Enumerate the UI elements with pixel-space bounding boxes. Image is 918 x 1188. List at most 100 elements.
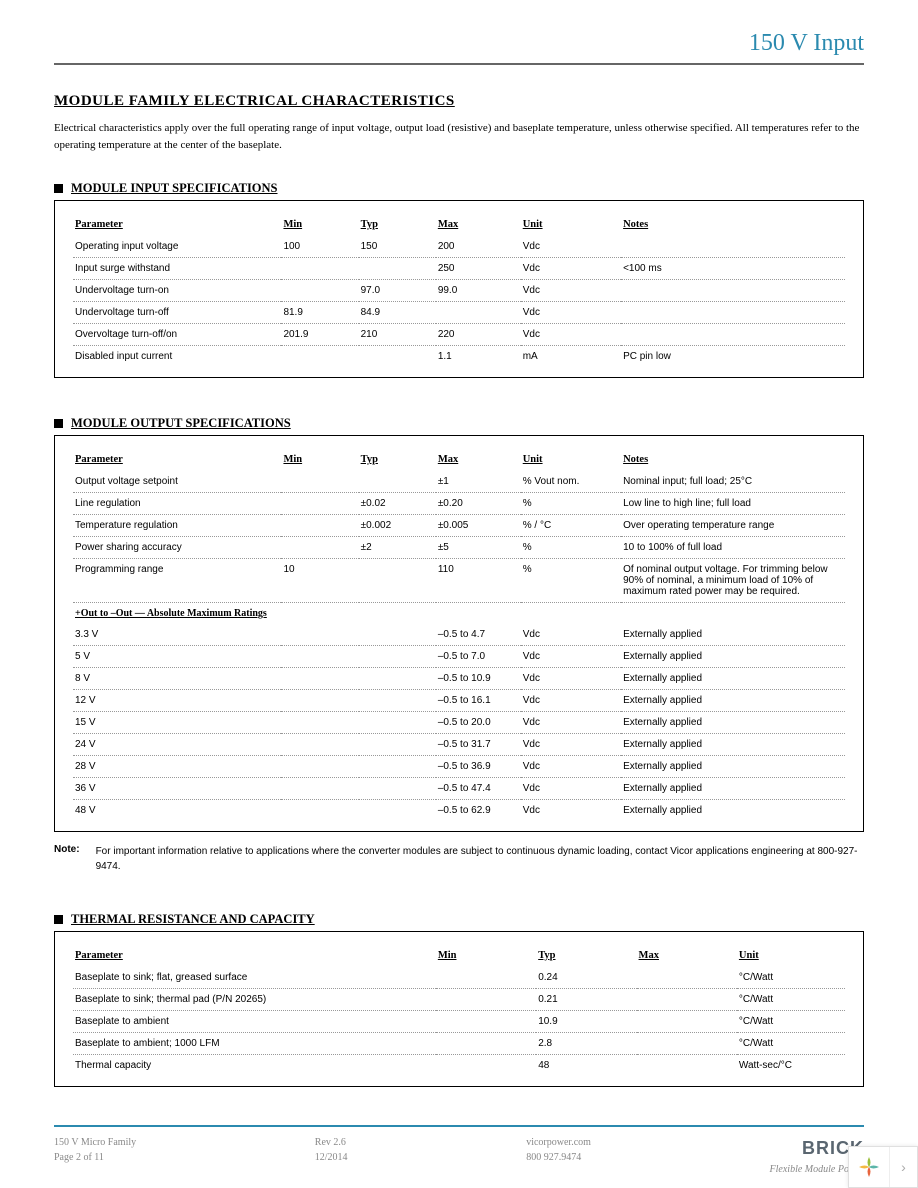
footer-col-left: 150 V Micro Family Page 2 of 11	[54, 1135, 136, 1177]
cell-notes: <100 ms	[621, 258, 845, 280]
square-bullet-icon	[54, 915, 63, 924]
cell-max: –0.5 to 62.9	[436, 800, 521, 822]
cell-p: Temperature regulation	[73, 515, 281, 537]
col-min: Min	[281, 215, 358, 236]
col-typ: Typ	[536, 946, 636, 967]
cell-p: 12 V	[73, 690, 281, 712]
cell-min	[436, 967, 536, 989]
cell-max	[637, 967, 737, 989]
cell-notes: Externally applied	[621, 756, 845, 778]
table-row: 3.3 V–0.5 to 4.7VdcExternally applied	[73, 624, 845, 646]
footer-col-rev: Rev 2.6 12/2014	[315, 1135, 348, 1177]
cell-p: 8 V	[73, 668, 281, 690]
footer-page-number: Page 2 of 11	[54, 1150, 136, 1165]
cell-min: 201.9	[281, 324, 358, 346]
col-max: Max	[436, 450, 521, 471]
cell-min: 81.9	[281, 302, 358, 324]
cell-blank	[281, 646, 358, 668]
table-row: Baseplate to sink; thermal pad (P/N 2026…	[73, 989, 845, 1011]
cell-blank	[281, 668, 358, 690]
cell-max	[637, 989, 737, 1011]
cell-unit: %	[521, 559, 621, 603]
section-title: THERMAL RESISTANCE AND CAPACITY	[71, 912, 315, 927]
cell-blank	[359, 690, 436, 712]
cell-notes: Externally applied	[621, 690, 845, 712]
cell-max: –0.5 to 36.9	[436, 756, 521, 778]
input-spec-box: Parameter Min Typ Max Unit Notes Operati…	[54, 200, 864, 378]
cell-notes: Externally applied	[621, 668, 845, 690]
cell-notes: Nominal input; full load; 25°C	[621, 471, 845, 493]
corner-logo-icon	[849, 1147, 889, 1187]
section-title: MODULE INPUT SPECIFICATIONS	[71, 181, 278, 196]
cell-notes	[621, 280, 845, 302]
cell-typ	[359, 559, 436, 603]
table-row: 5 V–0.5 to 7.0VdcExternally applied	[73, 646, 845, 668]
cell-max: –0.5 to 16.1	[436, 690, 521, 712]
cell-blank	[281, 712, 358, 734]
chevron-right-icon[interactable]: ›	[889, 1147, 917, 1187]
table-row: Disabled input current1.1mAPC pin low	[73, 346, 845, 368]
col-parameter: Parameter	[73, 215, 281, 236]
section-head-thermal: THERMAL RESISTANCE AND CAPACITY	[54, 912, 864, 927]
table-row: 48 V–0.5 to 62.9VdcExternally applied	[73, 800, 845, 822]
cell-typ: ±0.02	[359, 493, 436, 515]
cell-unit: Vdc	[521, 302, 621, 324]
thermal-spec-table: Parameter Min Typ Max Unit Baseplate to …	[73, 946, 845, 1076]
cell-typ: 0.24	[536, 967, 636, 989]
cell-unit: Vdc	[521, 258, 621, 280]
cell-blank	[359, 756, 436, 778]
table-header-row: Parameter Min Typ Max Unit Notes	[73, 450, 845, 471]
cell-unit: Vdc	[521, 236, 621, 258]
cell-notes: Over operating temperature range	[621, 515, 845, 537]
cell-typ: 0.21	[536, 989, 636, 1011]
col-min: Min	[281, 450, 358, 471]
cell-blank	[281, 624, 358, 646]
cell-unit: %	[521, 493, 621, 515]
cell-notes: Externally applied	[621, 734, 845, 756]
cell-max: –0.5 to 4.7	[436, 624, 521, 646]
cell-max: –0.5 to 31.7	[436, 734, 521, 756]
cell-p: Baseplate to ambient; 1000 LFM	[73, 1033, 436, 1055]
cell-p: 36 V	[73, 778, 281, 800]
cell-p: 5 V	[73, 646, 281, 668]
table-row: Line regulation±0.02±0.20%Low line to hi…	[73, 493, 845, 515]
cell-blank	[281, 778, 358, 800]
cell-p: 28 V	[73, 756, 281, 778]
page-title: MODULE FAMILY ELECTRICAL CHARACTERISTICS	[54, 93, 864, 110]
thermal-spec-box: Parameter Min Typ Max Unit Baseplate to …	[54, 931, 864, 1087]
cell-unit: °C/Watt	[737, 1033, 845, 1055]
abs-max-label: +Out to –Out — Absolute Maximum Ratings	[73, 603, 845, 625]
col-max: Max	[436, 215, 521, 236]
col-notes: Notes	[621, 215, 845, 236]
output-spec-table: Parameter Min Typ Max Unit Notes Output …	[73, 450, 845, 821]
input-spec-table: Parameter Min Typ Max Unit Notes Operati…	[73, 215, 845, 367]
cell-p: 15 V	[73, 712, 281, 734]
cell-min	[436, 1055, 536, 1077]
col-max: Max	[637, 946, 737, 967]
cell-blank	[281, 756, 358, 778]
cell-unit: Vdc	[521, 668, 621, 690]
abs-max-subhead: +Out to –Out — Absolute Maximum Ratings	[73, 603, 845, 625]
cell-p: Baseplate to sink; thermal pad (P/N 2026…	[73, 989, 436, 1011]
cell-max	[637, 1033, 737, 1055]
cell-max: ±0.005	[436, 515, 521, 537]
cell-notes: Externally applied	[621, 778, 845, 800]
cell-unit: Vdc	[521, 280, 621, 302]
table-header-row: Parameter Min Typ Max Unit Notes	[73, 215, 845, 236]
footer-date: 12/2014	[315, 1150, 348, 1165]
note-label: Note:	[54, 844, 80, 874]
cell-blank	[359, 646, 436, 668]
cell-unit: Vdc	[521, 690, 621, 712]
table-row: Programming range10110%Of nominal output…	[73, 559, 845, 603]
footer-url: vicorpower.com	[526, 1135, 591, 1150]
cell-p: 24 V	[73, 734, 281, 756]
cell-p: Power sharing accuracy	[73, 537, 281, 559]
table-row: Undervoltage turn-on97.099.0Vdc	[73, 280, 845, 302]
table-row: Temperature regulation±0.002±0.005% / °C…	[73, 515, 845, 537]
cell-unit: °C/Watt	[737, 1011, 845, 1033]
cell-typ	[359, 346, 436, 368]
corner-widget[interactable]: ›	[848, 1146, 918, 1188]
cell-notes	[621, 324, 845, 346]
cell-unit: Watt-sec/°C	[737, 1055, 845, 1077]
table-row: 12 V –0.5 to 16.1VdcExternally applied	[73, 690, 845, 712]
